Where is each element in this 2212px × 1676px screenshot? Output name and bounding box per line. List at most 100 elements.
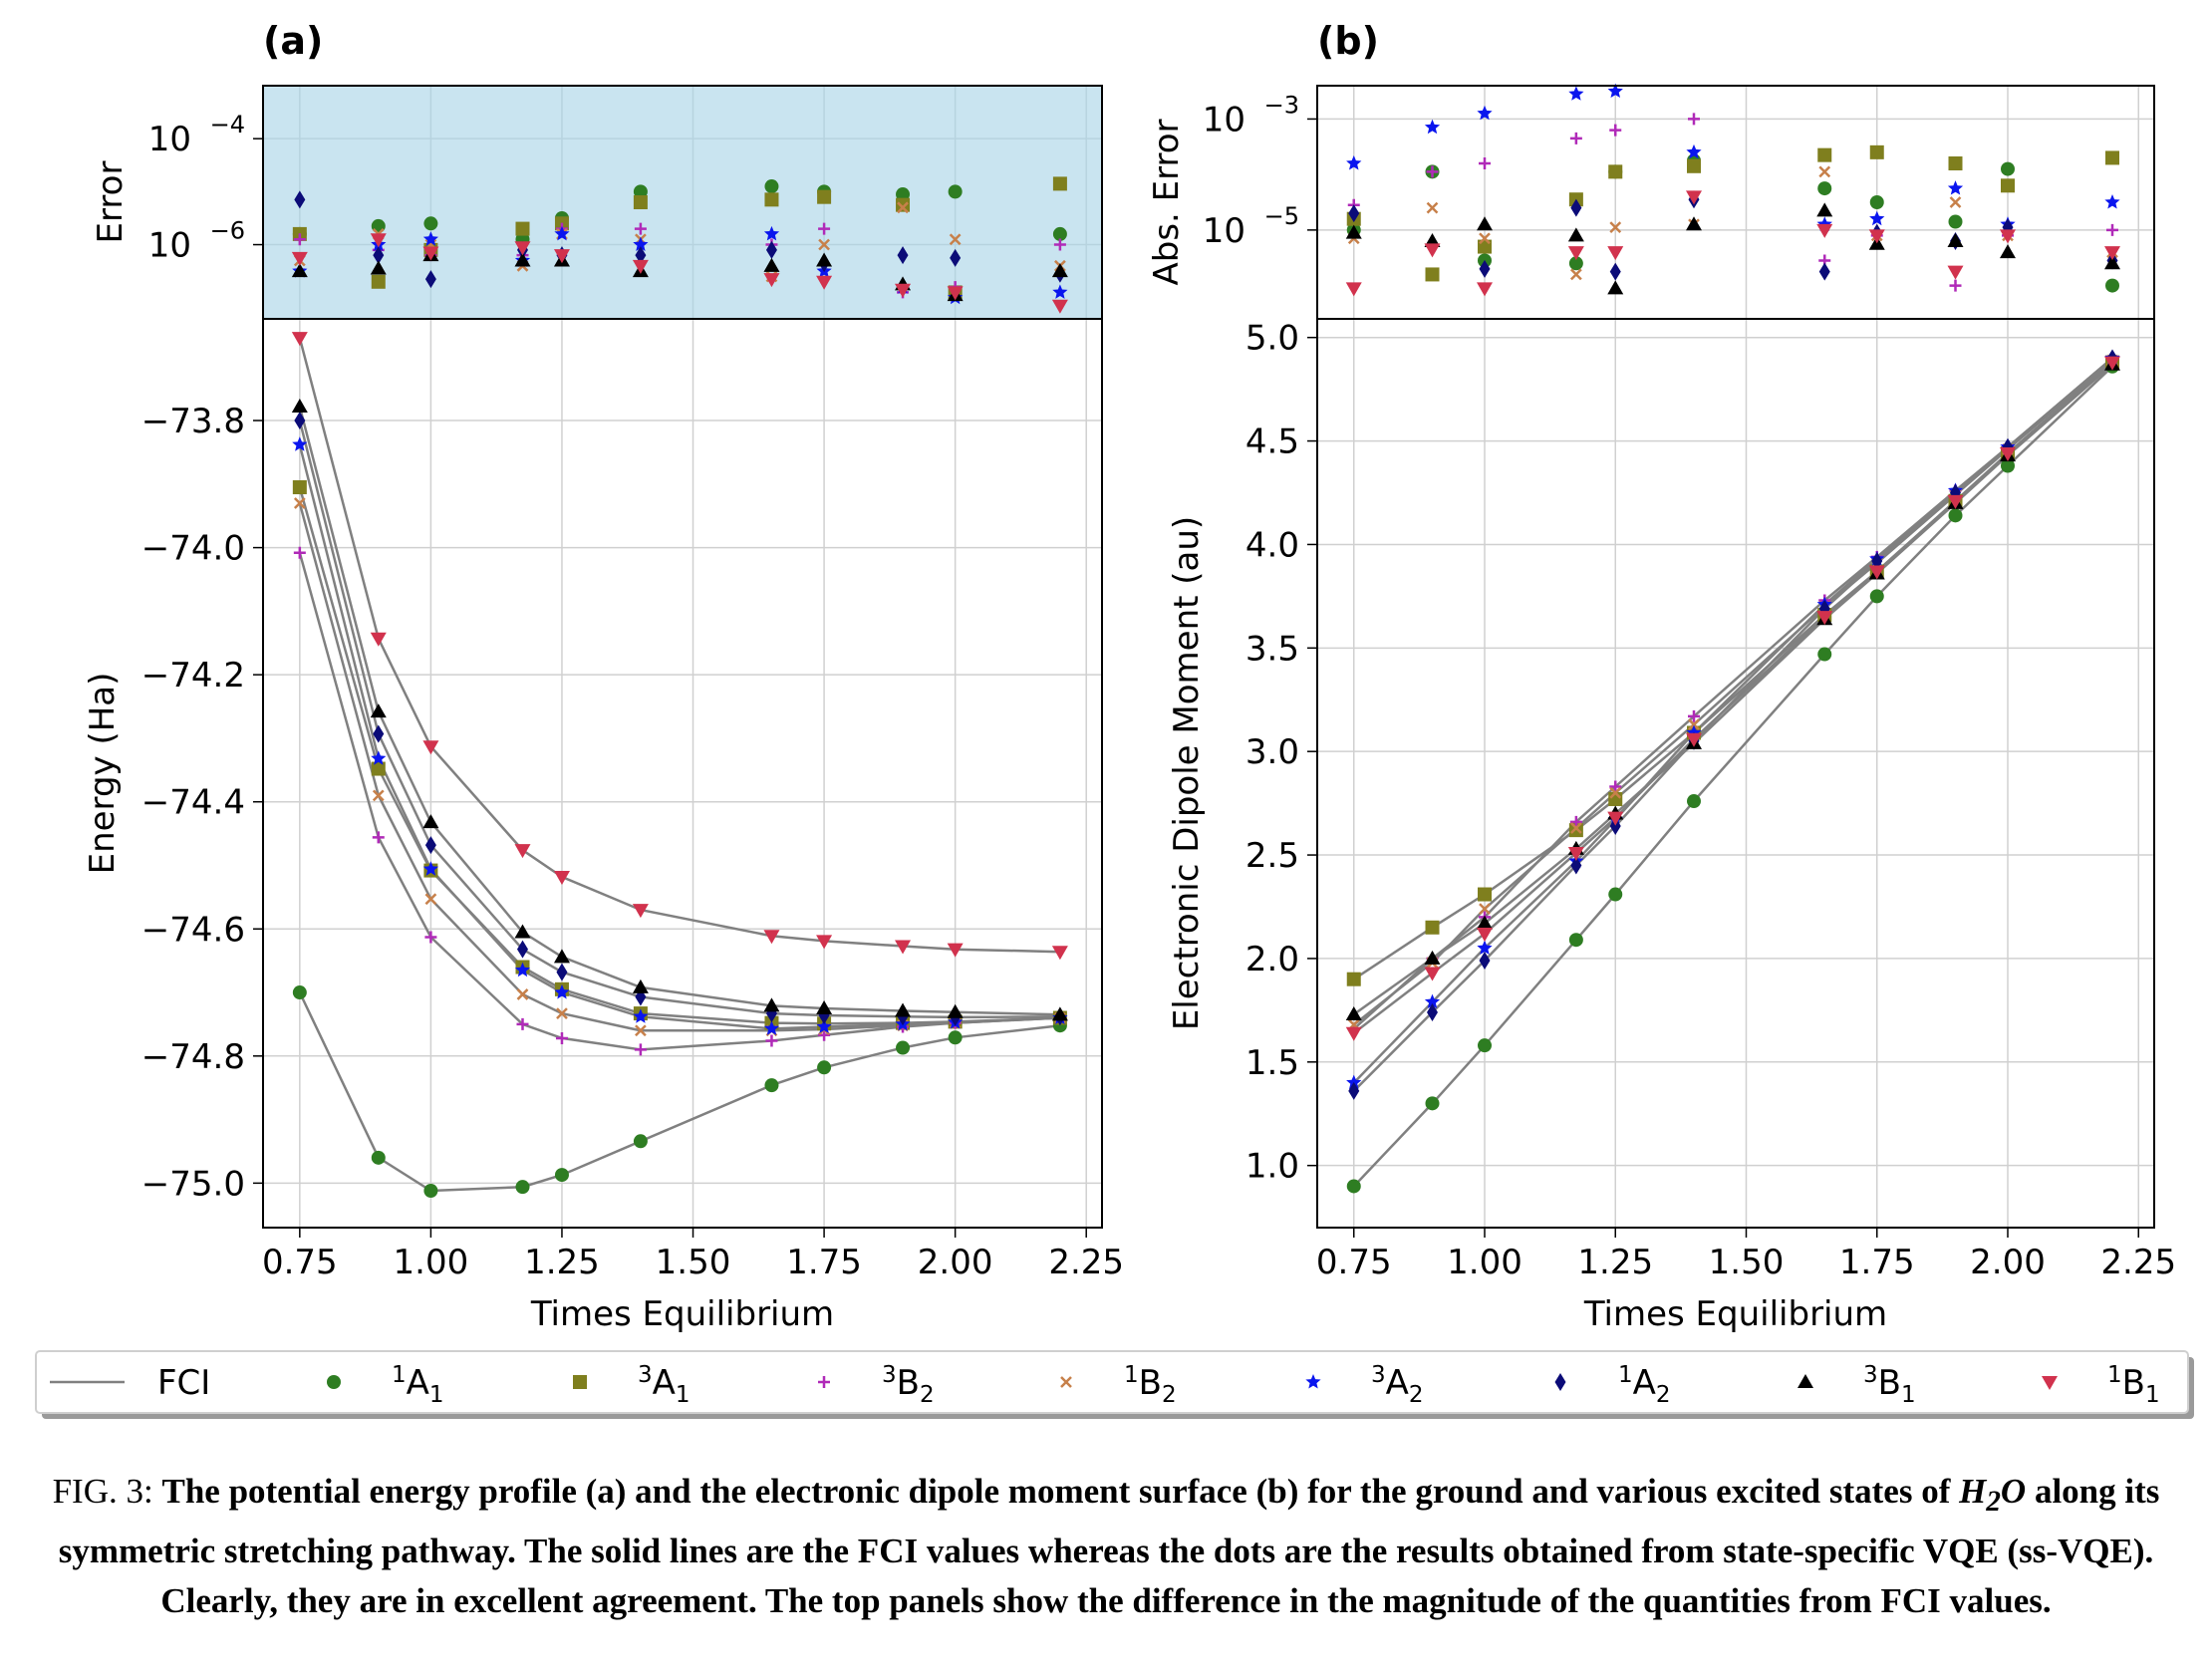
a-xtick-label: 2.00 [918,1243,993,1282]
a-error-point-3B1 [514,252,531,267]
b-point-3B1 [1477,915,1493,930]
a-point-1B1 [553,870,570,885]
panel-label-b: (b) [1317,19,1379,63]
caption-pre: The potential energy profile (a) and the… [161,1472,1951,1511]
a-error-point-3A1 [371,274,386,289]
a-point-3A2 [554,984,570,999]
panel-label-a: (a) [263,19,323,63]
b-error-point-3B2 [1609,124,1622,137]
a-xtick-label: 1.25 [524,1243,600,1282]
b-error-point-3A1 [1687,158,1701,173]
b-point-1B1 [2104,356,2120,371]
b-error-point-3B1 [1345,224,1362,239]
a-error-point-1B1 [514,241,531,256]
b-error-point-3B2 [1479,157,1491,169]
b-point-1B1 [1607,811,1624,826]
b-error-point-1A2 [1818,262,1830,281]
b-point-1A1 [1817,647,1832,662]
a-point-1B1 [947,943,964,958]
a-error-point-1A1 [371,218,386,233]
a-error-ytick-label: 10 [148,226,191,266]
b-error-ylabel: Abs. Error [1147,119,1187,285]
b-ytick-label: 2.0 [1245,940,1299,979]
a-error-point-3A1 [633,195,648,209]
a-point-3B1 [1051,1006,1068,1021]
b-fci-line-1A2 [1352,357,2113,1092]
b-point-3A1 [1425,920,1440,935]
a-point-1A1 [633,1134,648,1149]
a-error-point-3B1 [1051,263,1068,278]
b-error-point-3A2 [1607,83,1623,98]
b-error-point-1B2 [1818,165,1831,178]
a-error-point-1A1 [896,187,911,202]
a-point-1B2 [635,1024,647,1037]
a-point-3A2 [371,750,387,765]
a-error-point-3B1 [816,252,833,267]
b-xtick-label: 2.25 [2100,1243,2176,1282]
a-point-1B1 [895,940,912,955]
a-error-point-3A1 [764,192,779,207]
b-point-1B1 [1686,732,1702,747]
b-plot: 0.75 1.00 1.25 1.50 1.75 2.00 2.25 5.0 4.5 4.0 3.5… [1167,318,2176,1334]
b-point-1B1 [1345,1026,1362,1041]
a-plot: 0.75 1.00 1.25 1.50 1.75 2.00 2.25 −73.8 −74.0 −7… [83,318,1124,1334]
a-point-1B1 [514,844,531,859]
figure: 10 −4 10 −6 Error 0.75 1.00 1.25 1.50 1.75 2.00 2.2… [35,19,2194,1419]
a-frame [262,318,1103,1229]
a-point-1B2 [516,988,529,1000]
legend-label-1A1: 1A1 [392,1362,444,1408]
a-point-3B1 [291,399,308,414]
b-xlabel: Times Equilibrium [1583,1294,1887,1334]
a-point-1A1 [817,1060,832,1075]
a-error-point-3B1 [370,260,387,275]
legend-marker-1A2 [1554,1373,1566,1391]
a-ylabel: Energy (Ha) [83,673,123,875]
b-point-1B2 [1609,786,1622,799]
a-point-3A2 [633,1008,649,1023]
a-point-3B1 [947,1003,964,1018]
b-point-1B1 [1816,611,1833,626]
b-point-1A1 [1687,794,1701,809]
caption-lead: FIG. 3: [52,1472,153,1511]
a-point-1A1 [371,1150,386,1165]
a-error-point-1A2 [897,246,909,265]
a-error-point-1A1 [633,184,648,199]
b-error-point-3B1 [2000,244,2016,259]
a-point-3B1 [816,999,833,1014]
a-ytick-label: −74.8 [141,1037,245,1077]
a-error-point-3A2 [633,236,649,251]
b-error-point-3A2 [1424,119,1441,135]
a-error-ylabel: Error [91,161,131,244]
b-ytick-label: 1.0 [1245,1147,1299,1187]
a-point-3B2 [765,1034,778,1047]
a-error-point-1B1 [422,246,439,261]
b-error-point-1A2 [1609,262,1621,281]
a-point-3B1 [632,978,649,993]
a-error-point-3A1 [515,221,530,236]
a-error-point-1A2 [765,240,777,259]
a-error-ytick-exp: −6 [210,217,245,245]
a-error-point-1A2 [424,270,436,289]
b-error-point-1A1 [1817,181,1832,196]
a-error-point-1B1 [1051,299,1068,314]
b-error-point-3A2 [1346,155,1362,170]
b-frame [1316,318,2155,1229]
b-point-1A1 [1478,1038,1492,1053]
a-point-3A2 [292,436,308,451]
a-point-1B1 [632,904,649,919]
b-error-point-3A2 [1568,86,1584,101]
b-error-point-3A1 [1869,144,1884,159]
a-error-point-1A1 [1052,226,1067,241]
b-point-1B2 [1688,718,1700,731]
b-point-3B2 [1688,709,1700,722]
a-point-3B2 [424,931,437,944]
a-error-point-3B2 [1053,238,1066,251]
a-point-3B2 [372,831,385,844]
b-error-point-1B2 [1426,201,1439,214]
b-error-ytick-label: 10 [1203,100,1245,140]
a-point-3B2 [516,1017,529,1030]
a-point-1A1 [896,1040,911,1055]
b-ytick-label: 3.0 [1245,732,1299,772]
a-error-point-3A2 [1052,284,1068,299]
b-error-point-1A2 [1348,204,1360,223]
